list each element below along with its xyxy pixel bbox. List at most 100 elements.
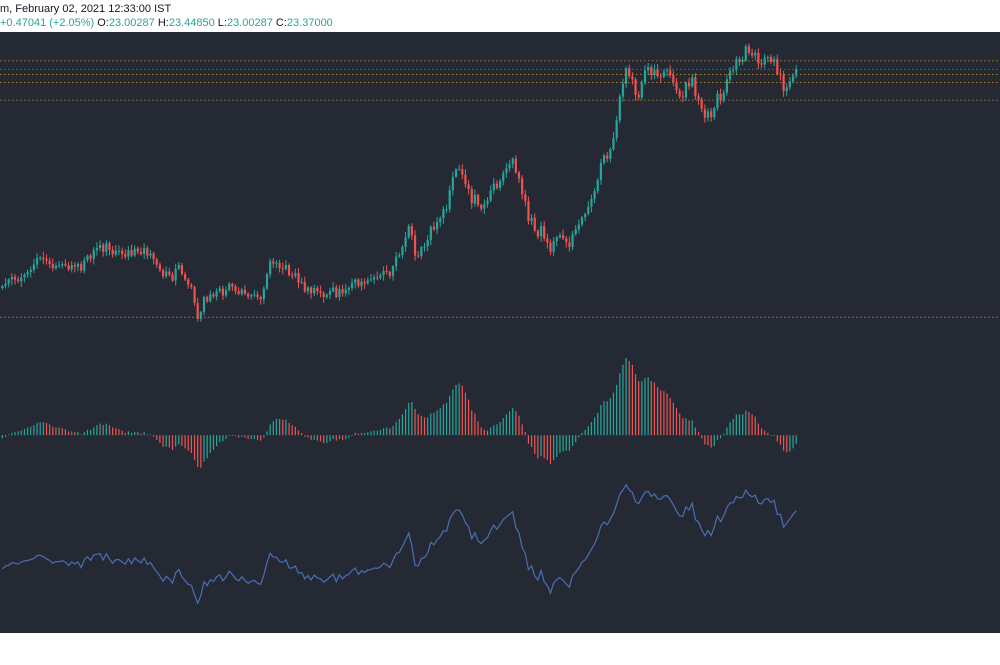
histogram-bar xyxy=(187,435,189,451)
candle-body xyxy=(429,226,432,241)
histogram-bar xyxy=(105,423,107,436)
histogram-bar xyxy=(531,435,533,447)
candle-body xyxy=(751,52,754,56)
histogram-bar xyxy=(707,435,709,446)
histogram-bar xyxy=(253,435,255,440)
candle-body xyxy=(464,174,467,185)
histogram-bar xyxy=(351,435,353,436)
candle-body xyxy=(338,289,341,298)
candle-body xyxy=(558,235,562,238)
histogram-series xyxy=(1,357,797,468)
candle-body xyxy=(187,279,190,285)
candle-body xyxy=(684,83,688,98)
candle-body xyxy=(612,137,615,150)
histogram-bar xyxy=(594,417,596,436)
histogram-bar xyxy=(575,435,577,443)
candle-body xyxy=(237,291,240,294)
histogram-bar xyxy=(606,401,608,436)
histogram-bar xyxy=(250,435,252,440)
candle-body xyxy=(376,277,379,279)
histogram-bar xyxy=(622,364,624,436)
candle-body xyxy=(127,250,130,257)
histogram-bar xyxy=(153,435,155,437)
candle-body xyxy=(647,67,650,71)
histogram-bar xyxy=(420,415,422,436)
candle-body xyxy=(637,94,640,98)
histogram-bar xyxy=(360,432,363,436)
candle-body xyxy=(95,248,98,251)
histogram-bar xyxy=(751,414,753,436)
histogram-bar xyxy=(395,422,397,436)
candle-body xyxy=(656,69,659,77)
histogram-bar xyxy=(701,435,703,439)
histogram-bar xyxy=(562,435,564,452)
candle-body xyxy=(168,271,171,275)
candlestick-series xyxy=(1,43,798,322)
candle-body xyxy=(42,257,45,260)
candle-body xyxy=(29,269,32,273)
histogram-bar xyxy=(442,404,444,436)
candle-body xyxy=(80,264,83,271)
candle-body xyxy=(439,218,442,223)
histogram-bar xyxy=(96,425,98,436)
candle-body xyxy=(420,247,423,257)
candle-body xyxy=(76,264,80,267)
histogram-bar xyxy=(697,432,700,436)
candle-body xyxy=(665,70,669,72)
histogram-bar xyxy=(216,435,218,447)
change-value: +0.47041 (+2.05%) xyxy=(0,17,95,29)
histogram-bar xyxy=(534,435,536,454)
candle-body xyxy=(593,191,596,200)
candle-body xyxy=(486,200,489,204)
candle-body xyxy=(184,274,187,280)
histogram-bar xyxy=(619,373,621,436)
histogram-bar xyxy=(203,435,205,462)
histogram-bar xyxy=(108,425,111,436)
candle-body xyxy=(332,287,335,292)
candle-body xyxy=(212,294,215,297)
candle-body xyxy=(640,83,643,98)
histogram-bar xyxy=(568,435,570,451)
candle-body xyxy=(224,290,228,296)
candle-body xyxy=(552,241,555,252)
histogram-bar xyxy=(499,422,501,436)
chart-area[interactable]: 1417212428202147111418212528 xyxy=(0,32,1000,660)
candle-body xyxy=(454,169,458,177)
histogram-bar xyxy=(556,435,558,457)
histogram-bar xyxy=(767,432,769,436)
candle-body xyxy=(121,250,124,254)
candle-body xyxy=(313,288,316,294)
candle-body xyxy=(584,214,587,218)
histogram-bar xyxy=(181,435,183,447)
histogram-bar xyxy=(644,377,646,436)
candle-body xyxy=(489,190,492,201)
histogram-bar xyxy=(23,429,26,436)
candle-body xyxy=(436,222,439,230)
candle-body xyxy=(413,235,417,256)
histogram-bar xyxy=(417,414,419,436)
histogram-bar xyxy=(502,418,504,436)
histogram-bar xyxy=(675,408,678,436)
histogram-bar xyxy=(231,435,233,436)
candle-body xyxy=(218,288,221,292)
candle-body xyxy=(373,277,376,280)
candle-body xyxy=(202,297,206,312)
histogram-bar xyxy=(559,435,561,453)
candle-body xyxy=(265,274,269,289)
chart-canvas[interactable] xyxy=(0,32,1000,633)
histogram-bar xyxy=(483,429,485,436)
candle-body xyxy=(769,57,773,62)
candle-body xyxy=(442,209,445,219)
histogram-bar xyxy=(307,435,309,438)
histogram-bar xyxy=(367,432,369,436)
histogram-bar xyxy=(313,435,315,440)
candle-body xyxy=(669,70,672,76)
histogram-bar xyxy=(647,377,649,436)
histogram-bar xyxy=(323,435,325,443)
candle-body xyxy=(688,83,691,87)
histogram-bar xyxy=(745,410,747,436)
histogram-bar xyxy=(124,432,126,436)
candle-body xyxy=(328,291,332,295)
candle-body xyxy=(1,285,4,289)
histogram-bar xyxy=(162,435,164,447)
